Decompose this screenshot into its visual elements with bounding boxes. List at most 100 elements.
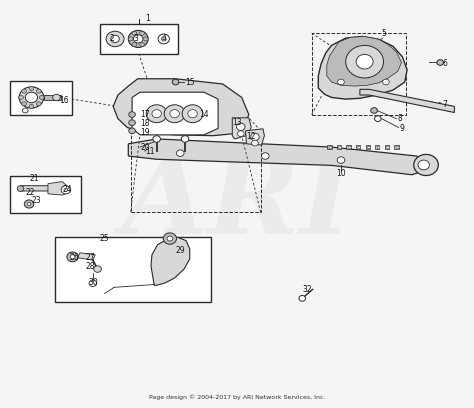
Polygon shape (77, 253, 95, 260)
Circle shape (153, 136, 160, 142)
Bar (55, 237, 211, 302)
Text: 23: 23 (31, 196, 41, 205)
Circle shape (24, 200, 34, 208)
Text: 19: 19 (140, 129, 150, 137)
Text: Page design © 2004-2017 by ARI Network Services, Inc.: Page design © 2004-2017 by ARI Network S… (149, 395, 325, 400)
Text: 2: 2 (109, 34, 114, 43)
Polygon shape (232, 118, 251, 139)
Bar (131, 131, 261, 212)
Polygon shape (20, 186, 50, 191)
Circle shape (170, 110, 179, 118)
Circle shape (146, 105, 167, 123)
Circle shape (29, 86, 34, 91)
Circle shape (337, 79, 344, 85)
Polygon shape (318, 36, 407, 99)
Circle shape (329, 146, 332, 149)
Circle shape (374, 116, 381, 122)
Circle shape (337, 157, 345, 163)
Bar (312, 33, 406, 115)
Circle shape (17, 186, 24, 191)
Circle shape (89, 280, 97, 286)
Polygon shape (327, 36, 401, 86)
Ellipse shape (128, 30, 148, 47)
Text: 1: 1 (145, 15, 150, 24)
Bar (375, 145, 380, 149)
Circle shape (129, 120, 136, 126)
Text: 10: 10 (336, 169, 346, 178)
Bar (394, 145, 399, 149)
Text: 13: 13 (232, 118, 242, 127)
Ellipse shape (158, 34, 169, 44)
Circle shape (367, 146, 370, 149)
Text: 11: 11 (145, 146, 155, 155)
Ellipse shape (134, 35, 143, 43)
Circle shape (188, 110, 197, 118)
Circle shape (132, 42, 137, 47)
Circle shape (356, 54, 373, 69)
Circle shape (39, 95, 44, 100)
Circle shape (36, 89, 41, 93)
Circle shape (25, 92, 37, 103)
Bar (346, 145, 351, 149)
Text: 24: 24 (62, 185, 72, 194)
Circle shape (144, 37, 148, 41)
Circle shape (22, 108, 28, 113)
Circle shape (167, 236, 173, 241)
Ellipse shape (111, 35, 119, 42)
Text: 25: 25 (100, 234, 109, 243)
Circle shape (396, 146, 399, 149)
Bar (356, 145, 360, 149)
Text: 15: 15 (185, 78, 194, 86)
Text: 12: 12 (246, 133, 256, 142)
Text: 8: 8 (398, 114, 402, 123)
Polygon shape (151, 237, 190, 285)
Circle shape (129, 112, 136, 118)
Text: 14: 14 (199, 110, 209, 119)
Polygon shape (44, 95, 61, 100)
Text: 28: 28 (86, 262, 95, 271)
Circle shape (237, 131, 244, 137)
Polygon shape (246, 129, 264, 145)
Circle shape (94, 266, 101, 272)
Polygon shape (48, 182, 69, 195)
Text: 6: 6 (443, 59, 447, 68)
Text: 32: 32 (302, 285, 312, 294)
Bar (100, 24, 178, 53)
Circle shape (176, 150, 184, 156)
Circle shape (140, 31, 145, 35)
Bar (385, 145, 389, 149)
Circle shape (383, 79, 389, 85)
Text: 16: 16 (60, 96, 69, 105)
Bar (365, 145, 370, 149)
Bar (10, 81, 72, 115)
Circle shape (348, 146, 351, 149)
Circle shape (358, 146, 361, 149)
Circle shape (346, 45, 383, 78)
Text: 21: 21 (30, 174, 39, 183)
Polygon shape (128, 139, 431, 175)
Text: 9: 9 (400, 124, 405, 133)
Circle shape (377, 146, 380, 149)
Text: 17: 17 (140, 110, 150, 119)
Text: ARI: ARI (122, 150, 352, 258)
Text: 30: 30 (88, 277, 98, 286)
Circle shape (339, 146, 342, 149)
Circle shape (22, 102, 27, 106)
Circle shape (371, 108, 377, 113)
Ellipse shape (161, 37, 166, 41)
Text: 26: 26 (69, 253, 79, 262)
Text: 4: 4 (161, 34, 166, 43)
Ellipse shape (106, 31, 124, 47)
Circle shape (414, 154, 438, 175)
Circle shape (299, 295, 306, 301)
Circle shape (418, 160, 429, 170)
Text: 5: 5 (381, 29, 386, 38)
Circle shape (387, 146, 390, 149)
Circle shape (36, 102, 41, 106)
Circle shape (172, 79, 179, 85)
Text: 7: 7 (443, 100, 447, 109)
Circle shape (152, 110, 161, 118)
Circle shape (129, 128, 136, 134)
Circle shape (140, 42, 145, 47)
Text: 27: 27 (86, 253, 95, 262)
